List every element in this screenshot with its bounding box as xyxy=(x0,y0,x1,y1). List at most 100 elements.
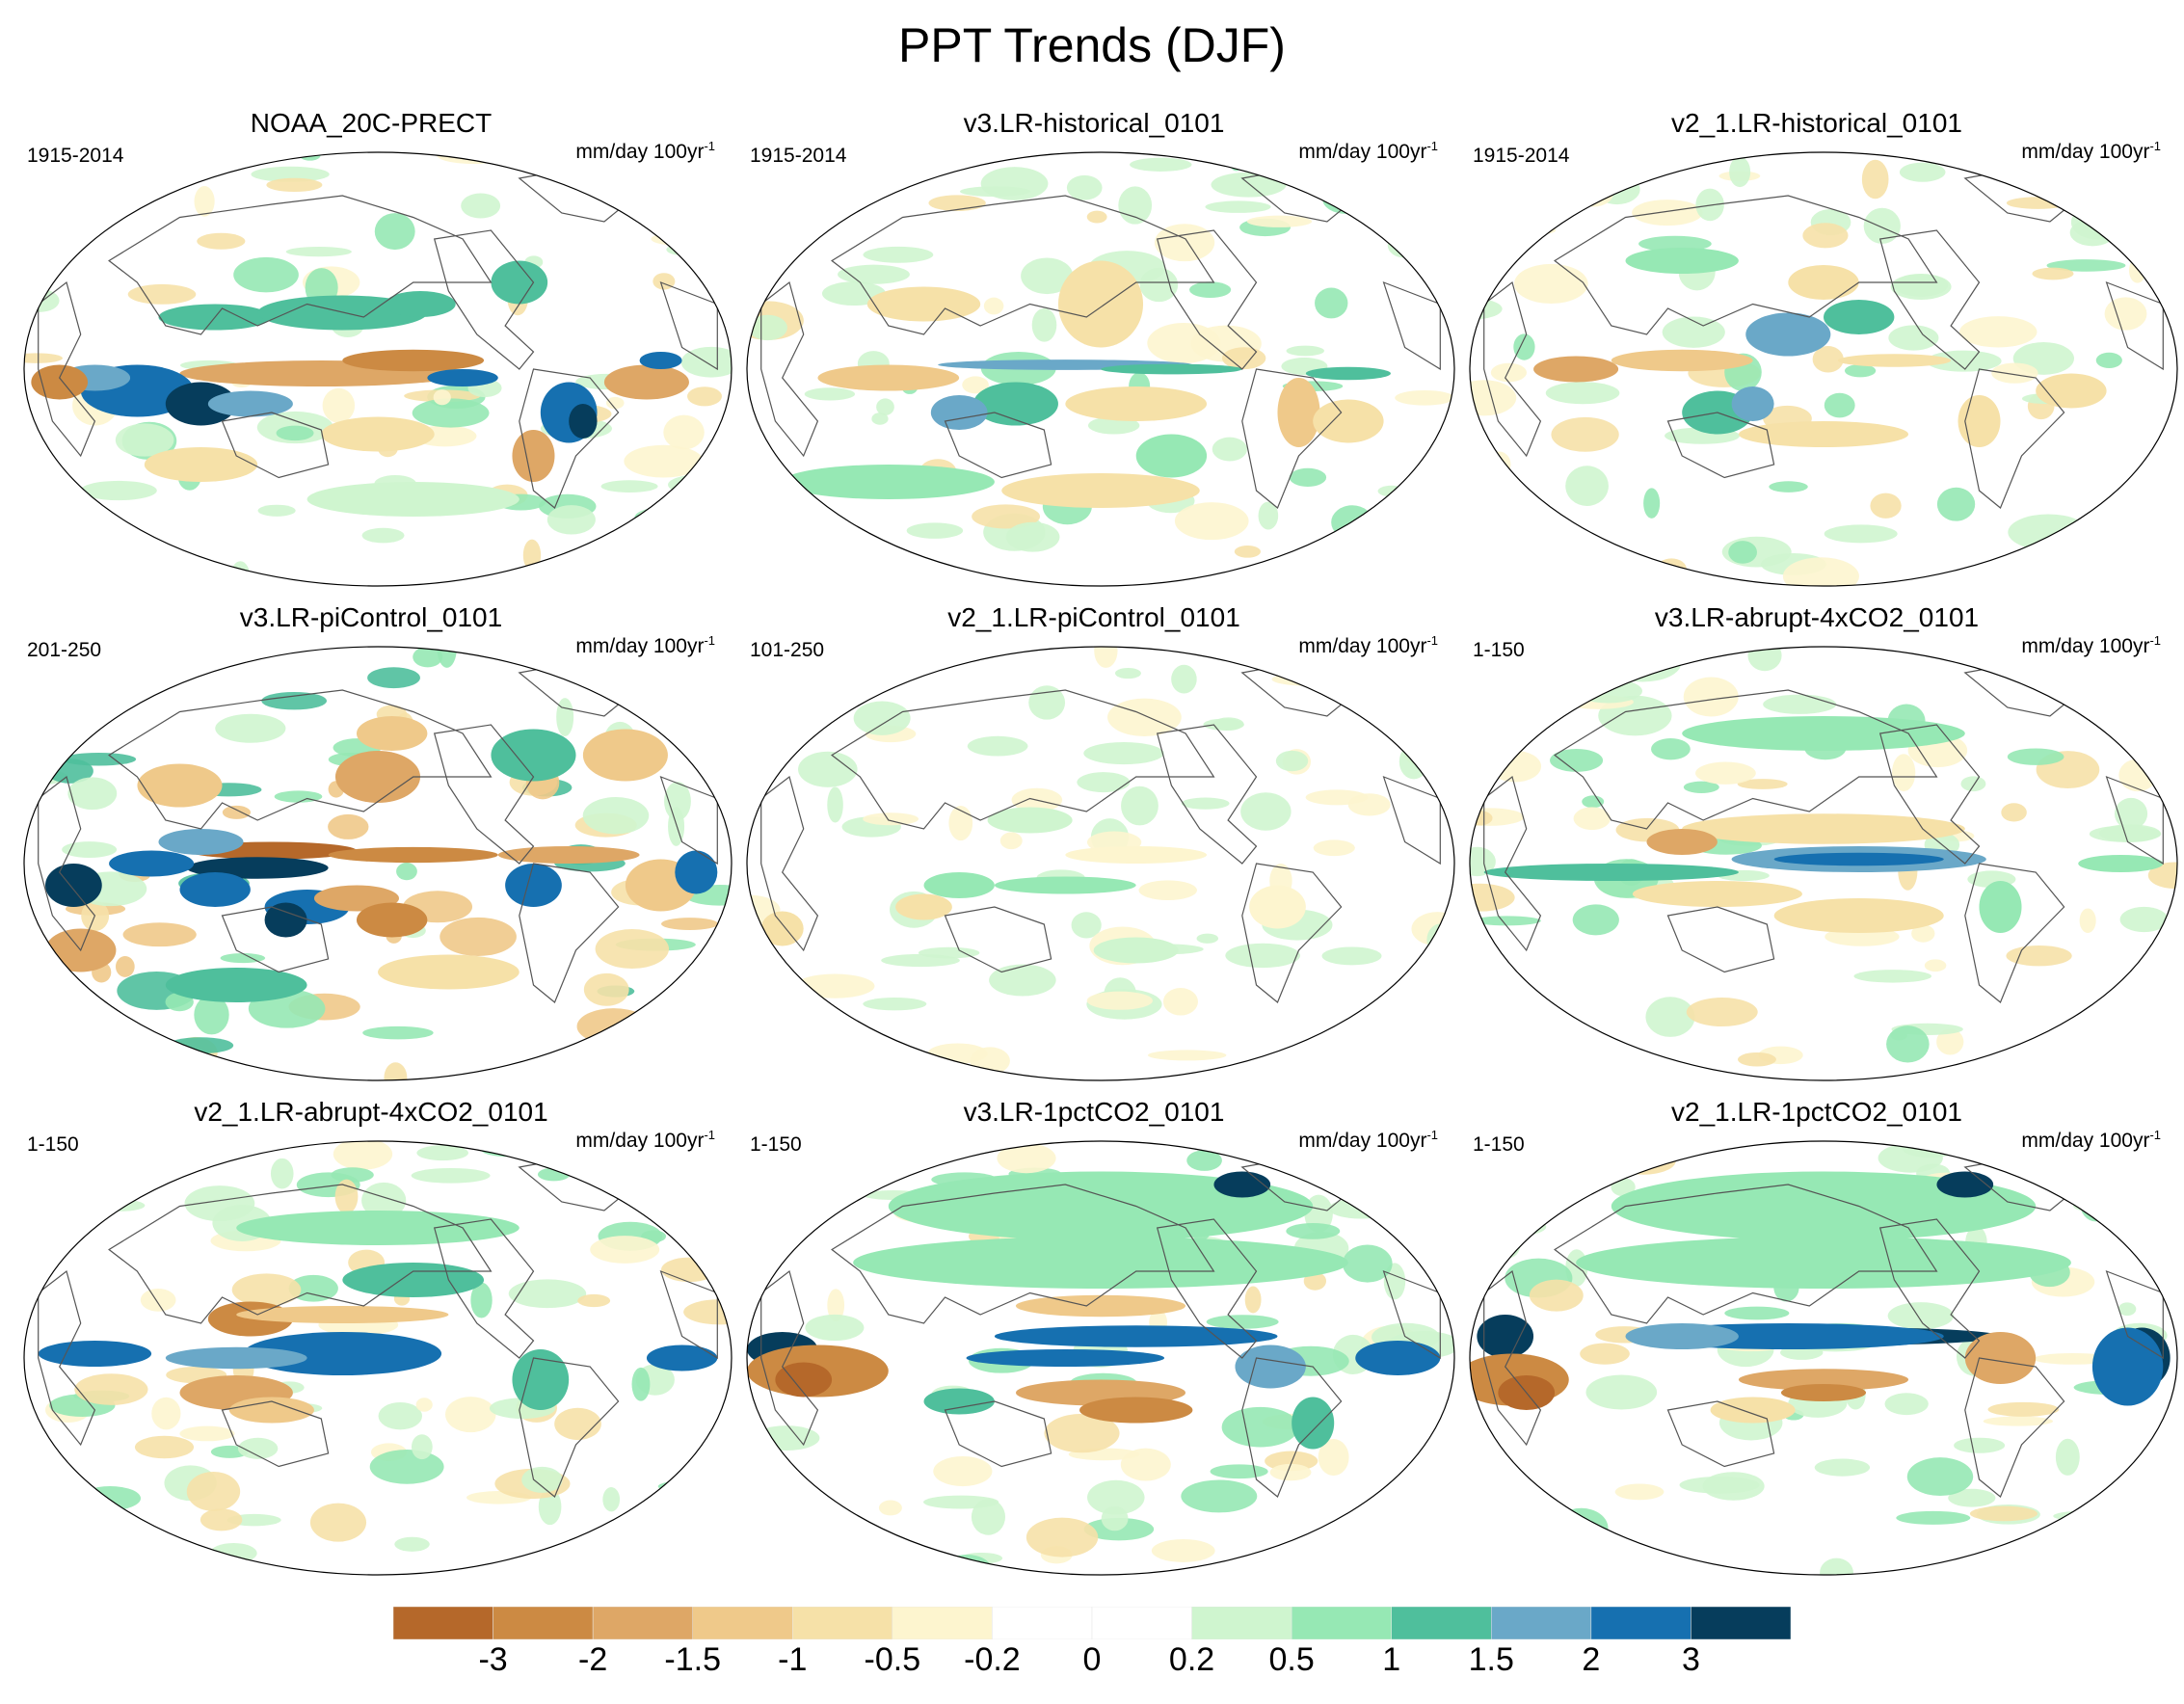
speckle-patch xyxy=(2093,215,2130,231)
speckle-patch xyxy=(1863,207,1901,244)
trend-patch xyxy=(165,382,237,426)
speckle-patch xyxy=(804,387,856,401)
map-border xyxy=(1469,1140,2178,1576)
speckle-patch xyxy=(2099,824,2161,842)
map-border xyxy=(1469,646,2178,1081)
coastline xyxy=(1964,1357,2065,1498)
coastline xyxy=(760,1269,819,1447)
robinson-map xyxy=(23,646,732,1081)
speckle-patch xyxy=(1025,1517,1099,1558)
trend-patch xyxy=(966,1349,1165,1367)
coastline xyxy=(944,1400,1052,1468)
map-panel: v2_1.LR-historical_0101 1915-2014 mm/day 1… xyxy=(1455,108,2178,595)
speckle-patch xyxy=(1737,779,1788,789)
speckle-patch xyxy=(1130,157,1192,172)
panel-units: mm/day 100yr-1 xyxy=(575,633,715,658)
trend-patch xyxy=(228,1397,314,1424)
speckle-patch xyxy=(618,152,675,190)
speckle-patch xyxy=(624,444,704,478)
trend-patch xyxy=(1101,363,1242,375)
speckle-patch xyxy=(606,396,625,410)
robinson-map xyxy=(1469,646,2178,1081)
speckle-patch xyxy=(664,782,691,821)
speckle-patch xyxy=(1387,232,1423,258)
speckle-patch xyxy=(1924,959,1947,972)
speckle-patch xyxy=(80,480,157,501)
map-panel: v2_1.LR-1pctCO2_0101 1-150 mm/day 100yr-1 xyxy=(1455,1097,2178,1584)
speckle-patch xyxy=(1737,1052,1776,1067)
trend-patch xyxy=(45,864,102,907)
speckle-patch xyxy=(1555,161,1578,200)
speckle-patch xyxy=(1318,1439,1349,1477)
speckle-patch xyxy=(1221,1406,1299,1448)
speckle-patch xyxy=(1728,541,1758,564)
trend-patch xyxy=(760,911,804,946)
speckle-patch xyxy=(1513,263,1588,305)
speckle-patch xyxy=(1844,363,1877,378)
coastline xyxy=(1554,1184,1938,1324)
speckle-patch xyxy=(266,177,323,193)
speckle-patch xyxy=(1513,333,1535,360)
speckle-patch xyxy=(1645,997,1695,1037)
speckle-patch xyxy=(1683,677,1739,717)
speckle-patch xyxy=(115,956,135,977)
trend-patch xyxy=(38,1341,152,1367)
speckle-patch xyxy=(755,1026,787,1048)
speckle-patch xyxy=(194,186,215,217)
speckle-patch xyxy=(1724,1306,1790,1320)
speckle-patch xyxy=(74,1373,148,1405)
speckle-patch xyxy=(747,152,790,180)
speckle-patch xyxy=(1342,1244,1393,1283)
speckle-patch xyxy=(595,929,670,970)
speckle-patch xyxy=(1888,325,1939,351)
trend-patch xyxy=(512,1349,570,1410)
colorbar-tick-label: 1 xyxy=(1382,1641,1401,1678)
speckle-patch xyxy=(643,674,687,703)
map-border xyxy=(746,151,1455,587)
trend-patch xyxy=(569,404,598,439)
trend-patch xyxy=(137,763,223,808)
speckle-patch xyxy=(1409,1550,1454,1575)
coastline xyxy=(519,863,620,1003)
trend-patch xyxy=(1235,1345,1306,1389)
trend-patch xyxy=(1632,881,1802,907)
speckle-patch xyxy=(1470,846,1496,877)
speckle-patch xyxy=(384,1062,408,1080)
speckle-patch xyxy=(1005,521,1060,552)
speckle-patch xyxy=(411,1434,433,1460)
speckle-patch xyxy=(1899,162,1946,182)
trend-patch xyxy=(853,1237,1348,1289)
speckle-patch xyxy=(962,376,989,394)
speckle-patch xyxy=(1769,481,1808,493)
speckle-patch xyxy=(1695,761,1756,785)
coastline xyxy=(1483,280,1542,458)
colorbar-tick-label: 1.5 xyxy=(1468,1641,1514,1678)
speckle-patch xyxy=(1244,1286,1262,1314)
speckle-patch xyxy=(1094,647,1118,668)
speckle-patch xyxy=(134,1435,195,1459)
speckle-patch xyxy=(1936,487,1976,521)
units-superscript: -1 xyxy=(2149,633,2161,648)
units-text: mm/day 100yr xyxy=(1298,141,1427,163)
trend-patch xyxy=(646,1345,718,1371)
speckle-patch xyxy=(1886,1025,1930,1063)
trend-patch xyxy=(356,716,428,751)
trend-patch xyxy=(1788,265,1859,300)
trend-patch xyxy=(987,807,1073,834)
speckle-patch xyxy=(748,314,787,341)
speckle-patch xyxy=(439,917,517,956)
speckle-patch xyxy=(576,1008,652,1045)
robinson-map xyxy=(746,646,1455,1081)
speckle-patch xyxy=(683,1299,732,1325)
speckle-patch xyxy=(374,213,415,251)
speckle-patch xyxy=(2072,1198,2118,1212)
trend-patch xyxy=(1277,378,1320,447)
colorbar-bin xyxy=(1091,1607,1192,1639)
speckle-patch xyxy=(1044,1413,1120,1453)
speckle-patch xyxy=(798,751,858,787)
map-border xyxy=(23,151,732,587)
speckle-patch xyxy=(1870,493,1902,519)
speckle-patch xyxy=(791,1054,812,1080)
colorbar-tick-label: -0.2 xyxy=(964,1641,1021,1678)
units-text: mm/day 100yr xyxy=(2021,1130,2150,1152)
